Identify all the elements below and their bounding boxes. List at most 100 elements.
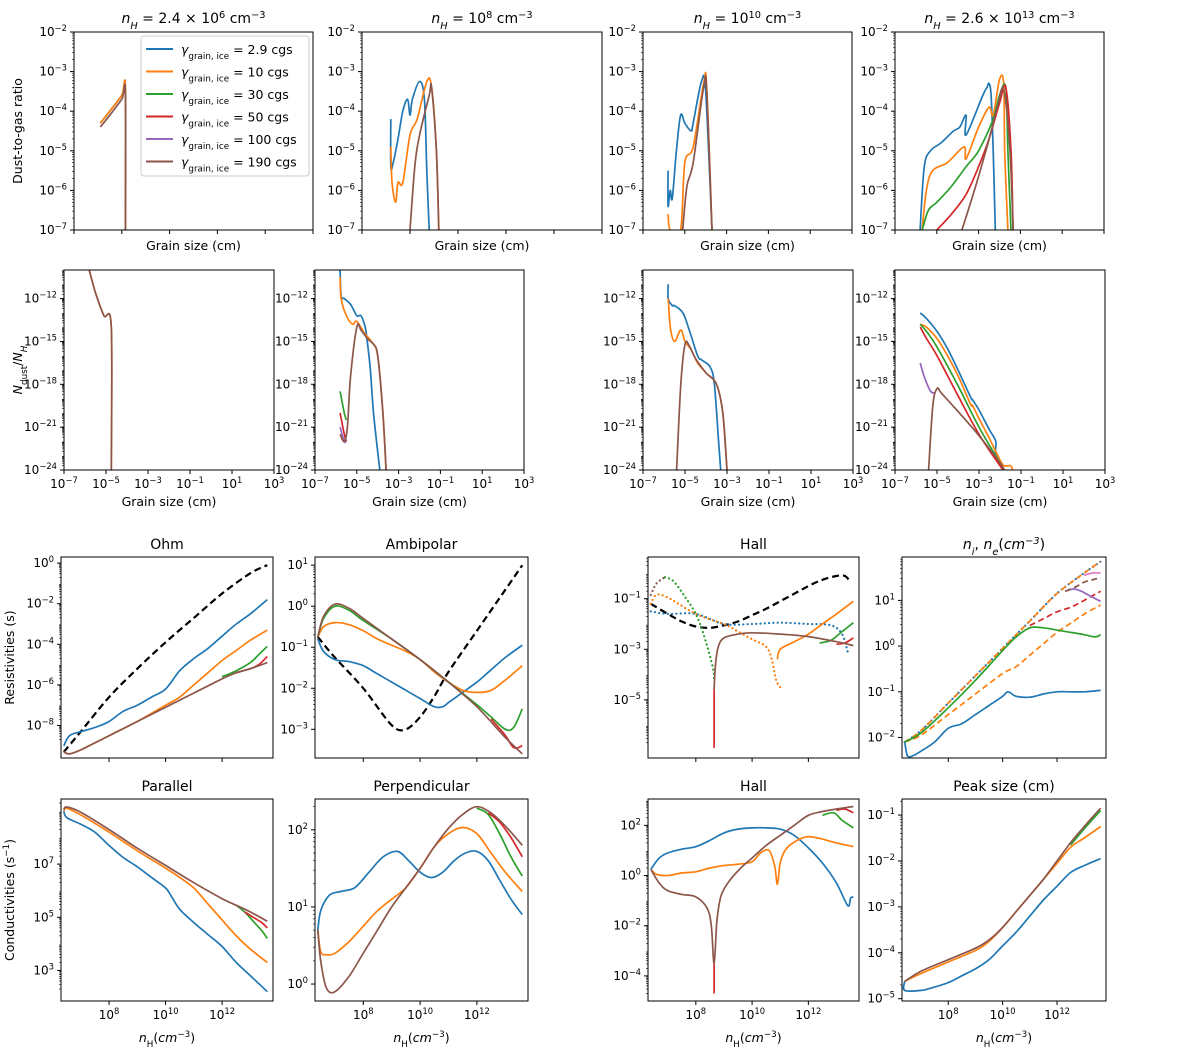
x-tick-label: 1012	[795, 1006, 821, 1022]
series-line-190-cgs	[339, 323, 387, 470]
x-tick-label: 108	[353, 1006, 374, 1022]
panel-title: ni, ne(cm−3)	[963, 536, 1045, 558]
y-tick-label: 10−3	[327, 63, 355, 79]
axes-frame	[60, 556, 274, 759]
axes-frame	[60, 798, 274, 1002]
series-line-ideal	[650, 574, 852, 629]
y-tick-label: 10−3	[613, 640, 641, 656]
y-tick-label: 10−5	[860, 142, 888, 158]
series-line-2-9-cgs	[903, 689, 1101, 758]
panel-title: Perpendicular	[373, 779, 470, 795]
axes-frame	[314, 269, 525, 471]
series-group	[919, 74, 1014, 230]
series-line-30-cgs-dotted-	[663, 576, 716, 681]
axes-frame	[63, 269, 275, 471]
series-line-190-cgs	[316, 603, 523, 755]
axes-frame	[894, 31, 1105, 231]
series-line-190-cgs	[316, 805, 523, 994]
panel-title: nH = 2.4 × 106 cm−3	[121, 10, 265, 32]
x-tick-label: 10−1	[1007, 475, 1035, 491]
panel-title: nH = 2.6 × 1013 cm−3	[924, 10, 1074, 32]
y-tick-label: 10−5	[39, 142, 67, 158]
legend-entry-label: γgrain, ice = 10 cgs	[181, 65, 289, 85]
y-tick-label: 10−1	[613, 590, 641, 606]
chart-panel-dtg-4: 10−7 10−6 10−5 10−4 10−3 10−2 nH = 2.6 × 1013 …	[860, 10, 1105, 253]
series-line-10-cgs-e-dashed-	[904, 604, 1102, 743]
y-tick-label: 103	[33, 961, 54, 977]
y-tick-label: 10−6	[608, 181, 636, 197]
series-line-190-cgs-dotted-	[649, 576, 666, 596]
x-axis-label: Grain size (cm)	[435, 238, 530, 253]
chart-panel-cond-perp: 108 1010 1012 100 101 102 Perpendicular nH(cm−3…	[287, 779, 529, 1050]
y-tick-label: 10−7	[39, 221, 67, 237]
y-tick-label: 10−1	[280, 638, 308, 654]
plot-area	[61, 557, 273, 758]
chart-panel-res-amb: 10−3 10−2 10−1 100 101 Ambipolar	[280, 537, 529, 762]
axes-frame	[647, 798, 860, 1002]
x-tick-label: 10−5	[923, 475, 951, 491]
y-tick-label: 100	[874, 637, 895, 653]
series-line-100-cgs	[919, 362, 936, 394]
series-line-190-cgs	[63, 806, 268, 923]
panel-title: Hall	[740, 537, 767, 553]
series-line-190-cgs	[675, 340, 728, 470]
series-line-2-9-cgs	[339, 270, 381, 470]
chart-panel-nd-4: 10−7 10−5 10−3 10−1 101 103 10−24 10−21 10−18 10−…	[855, 269, 1115, 509]
axes-frame	[642, 31, 853, 231]
series-group	[667, 71, 713, 230]
series-line-50-cgs	[339, 412, 348, 442]
series-group	[667, 284, 728, 470]
chart-panel-res-ohm: 10−8 10−6 10−4 10−2 100 Ohm Resistivities (s)	[2, 537, 274, 762]
y-tick-label: 10−24	[603, 461, 636, 477]
series-line-30-cgs	[235, 904, 269, 939]
x-tick-label: 108	[938, 1006, 959, 1022]
x-tick-label: 10−3	[713, 475, 741, 491]
y-tick-label: 10−15	[275, 332, 308, 348]
series-line-190-cgs	[961, 86, 1014, 230]
legend-entry-label: γgrain, ice = 100 cgs	[181, 132, 297, 152]
axes-frame	[314, 798, 529, 1002]
series-line-10-cgs	[776, 600, 854, 660]
y-tick-label: 100	[287, 975, 308, 991]
series-group	[316, 805, 524, 994]
y-tick-label: 10−5	[613, 691, 641, 707]
series-group	[650, 805, 854, 994]
series-line-2-9-cgs	[62, 810, 268, 993]
y-tick-label: 102	[287, 821, 308, 837]
y-tick-label: 10−3	[860, 63, 888, 79]
x-axis-label: Grain size (cm)	[122, 494, 217, 509]
y-tick-label: 10−6	[860, 181, 888, 197]
axes-frame	[73, 31, 314, 231]
axes-frame	[314, 556, 529, 759]
series-group	[316, 564, 524, 755]
series-group	[649, 574, 854, 748]
y-tick-label: 10−21	[855, 418, 888, 434]
axes-frame	[901, 798, 1107, 1002]
series-group	[903, 560, 1102, 758]
plot-area	[895, 270, 1105, 470]
chart-panel-peak-size: 108 1010 1012 10−5 10−4 10−3 10−2 10−1 Peak size…	[867, 779, 1107, 1050]
series-line-30-cgs	[339, 391, 348, 421]
x-tick-label: 10−3	[385, 475, 413, 491]
y-tick-label: 10−7	[608, 221, 636, 237]
x-tick-label: 10−5	[671, 475, 699, 491]
legend-frame	[140, 35, 310, 177]
y-tick-label: 10−1	[867, 683, 895, 699]
y-tick-label: 102	[620, 816, 641, 832]
x-tick-label: 10−7	[881, 475, 909, 491]
y-axis-label: Dust-to-gas ratio	[10, 78, 25, 184]
series-line-50-cgs	[919, 326, 1005, 470]
series-line-10-cgs-dashed-	[904, 560, 1102, 743]
x-axis-label: Grain size (cm)	[700, 238, 795, 253]
series-line-2-9-cgs-dotted-	[649, 610, 849, 653]
chart-panel-cond-par: 108 1010 1012 103 105 107 Parallel nH(cm−3) Cond…	[2, 779, 274, 1050]
series-line-10-cgs-dotted-	[649, 593, 782, 689]
series-line-30-cgs	[1069, 809, 1102, 846]
series-line-50-cgs	[487, 812, 524, 858]
chart-panel-res-ne: 10−2 10−1 100 101 ni, ne(cm−3)	[867, 536, 1107, 762]
y-tick-label: 10−21	[24, 418, 57, 434]
y-tick-label: 10−2	[280, 679, 308, 695]
y-tick-label: 10−21	[603, 418, 636, 434]
chart-panel-dtg-3: 10−7 10−6 10−5 10−4 10−3 10−2 nH = 1010 cm−3 Gr…	[608, 10, 853, 253]
y-tick-label: 10−7	[327, 221, 355, 237]
